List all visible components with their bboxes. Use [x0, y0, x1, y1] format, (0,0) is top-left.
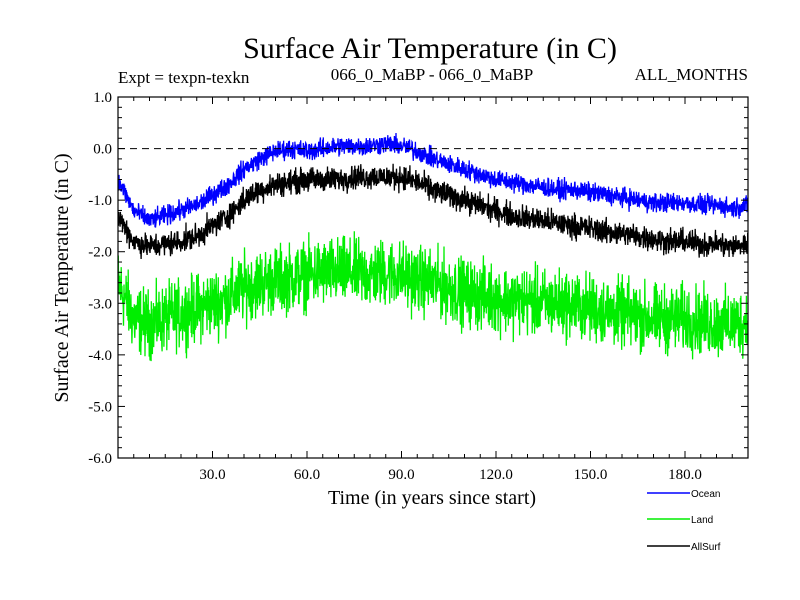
y-tick-label: -4.0	[88, 348, 112, 364]
x-tick-label: 150.0	[574, 467, 608, 483]
x-tick-label: 180.0	[668, 467, 702, 483]
x-axis-label: Time (in years since start)	[328, 487, 536, 509]
x-tick-label: 30.0	[199, 467, 225, 483]
y-tick-label: 1.0	[93, 90, 112, 106]
chart-subtitle: 066_0_MaBP - 066_0_MaBP	[331, 65, 533, 84]
chart-title: Surface Air Temperature (in C)	[243, 32, 617, 65]
x-tick-label: 60.0	[294, 467, 320, 483]
experiment-label: Expt = texpn-texkn	[118, 68, 250, 87]
series-line-land	[118, 231, 748, 362]
y-tick-label: -5.0	[88, 399, 112, 415]
x-tick-label: 90.0	[388, 467, 414, 483]
y-tick-label: -3.0	[88, 296, 112, 312]
plot-area	[118, 132, 748, 362]
y-tick-label: -1.0	[88, 193, 112, 209]
legend: Ocean Land AllSurf	[647, 489, 721, 553]
y-axis-label: Surface Air Temperature (in C)	[51, 153, 73, 402]
legend-label-allsurf: AllSurf	[691, 542, 721, 553]
legend-label-land: Land	[691, 515, 713, 526]
months-label: ALL_MONTHS	[635, 65, 748, 84]
legend-label-ocean: Ocean	[691, 489, 720, 500]
y-tick-label: -6.0	[88, 451, 112, 467]
y-tick-label: 0.0	[93, 142, 112, 158]
series-line-allsurf	[118, 163, 748, 260]
x-tick-label: 120.0	[479, 467, 513, 483]
axes: 1.0 0.0 -1.0 -2.0 -3.0 -4.0 -5.0 -6.0 30.0 60.0 90…	[88, 90, 749, 483]
series-line-ocean	[118, 132, 748, 228]
y-tick-label: -2.0	[88, 245, 112, 261]
